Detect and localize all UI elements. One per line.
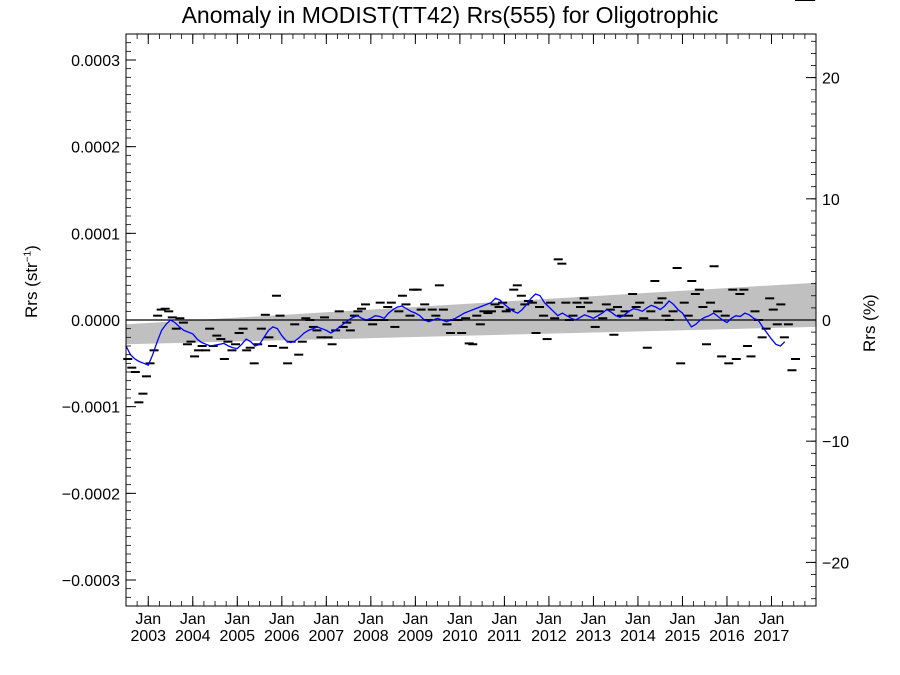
- y-left-tick-label: 0.0003: [71, 53, 120, 70]
- y-right-tick-label: 20: [822, 71, 840, 88]
- x-tick-month-label: Jan: [625, 611, 651, 628]
- trend-band-layer: [126, 282, 816, 345]
- x-tick-year-label: 2017: [754, 628, 790, 645]
- y-right-tick-label: −10: [822, 434, 849, 451]
- running-mean-layer: [125, 293, 786, 366]
- x-tick-year-label: 2012: [531, 628, 567, 645]
- running-mean-line: [125, 293, 786, 366]
- x-tick-year-label: 2006: [264, 628, 300, 645]
- x-tick-year-label: 2010: [442, 628, 478, 645]
- x-tick-year-label: 2015: [665, 628, 701, 645]
- x-tick-month-label: Jan: [714, 611, 740, 628]
- x-tick-year-label: 2005: [219, 628, 255, 645]
- x-tick-year-label: 2014: [620, 628, 656, 645]
- y-left-tick-label: −0.0003: [62, 573, 120, 590]
- x-tick-month-label: Jan: [135, 611, 161, 628]
- y-right-tick-label: −20: [822, 555, 849, 572]
- x-tick-month-label: Jan: [358, 611, 384, 628]
- y-right-tick-label: 10: [822, 192, 840, 209]
- x-tick-year-label: 2007: [309, 628, 345, 645]
- y-right-tick-label: 0: [822, 313, 831, 330]
- x-tick-year-label: 2011: [487, 628, 522, 645]
- x-tick-year-label: 2016: [709, 628, 745, 645]
- y-left-tick-label: 0.0001: [71, 226, 120, 243]
- x-tick-month-label: Jan: [536, 611, 562, 628]
- x-tick-month-label: Jan: [224, 611, 250, 628]
- x-tick-month-label: Jan: [581, 611, 607, 628]
- x-tick-month-label: Jan: [313, 611, 339, 628]
- x-tick-year-label: 2009: [398, 628, 434, 645]
- x-tick-month-label: Jan: [447, 611, 473, 628]
- axes-layer: 0.0003 0.0002 0.0001 0.0000 −0.0001 −0.0002 −0…: [62, 33, 849, 645]
- x-tick-year-label: 2004: [175, 628, 211, 645]
- x-tick-month-label: Jan: [180, 611, 206, 628]
- x-tick-month-label: Jan: [402, 611, 428, 628]
- trend-band: [126, 282, 816, 345]
- x-tick-year-label: 2013: [576, 628, 612, 645]
- y-left-tick-label: 0.0002: [71, 140, 120, 157]
- x-tick-month-label: Jan: [491, 611, 517, 628]
- y-left-tick-label: −0.0001: [62, 400, 120, 417]
- chart-title: Anomaly in MODIST(TT42) Rrs(555) for Oli…: [181, 2, 719, 28]
- x-tick-month-label: Jan: [269, 611, 295, 628]
- monthly-marks-layer: [123, 0, 816, 404]
- x-tick-month-label: Jan: [670, 611, 696, 628]
- x-tick-year-label: 2003: [130, 628, 166, 645]
- y-left-tick-label: 0.0000: [71, 313, 120, 330]
- y-left-tick-label: −0.0002: [62, 486, 120, 503]
- x-tick-month-label: Jan: [759, 611, 785, 628]
- x-tick-year-label: 2008: [353, 628, 389, 645]
